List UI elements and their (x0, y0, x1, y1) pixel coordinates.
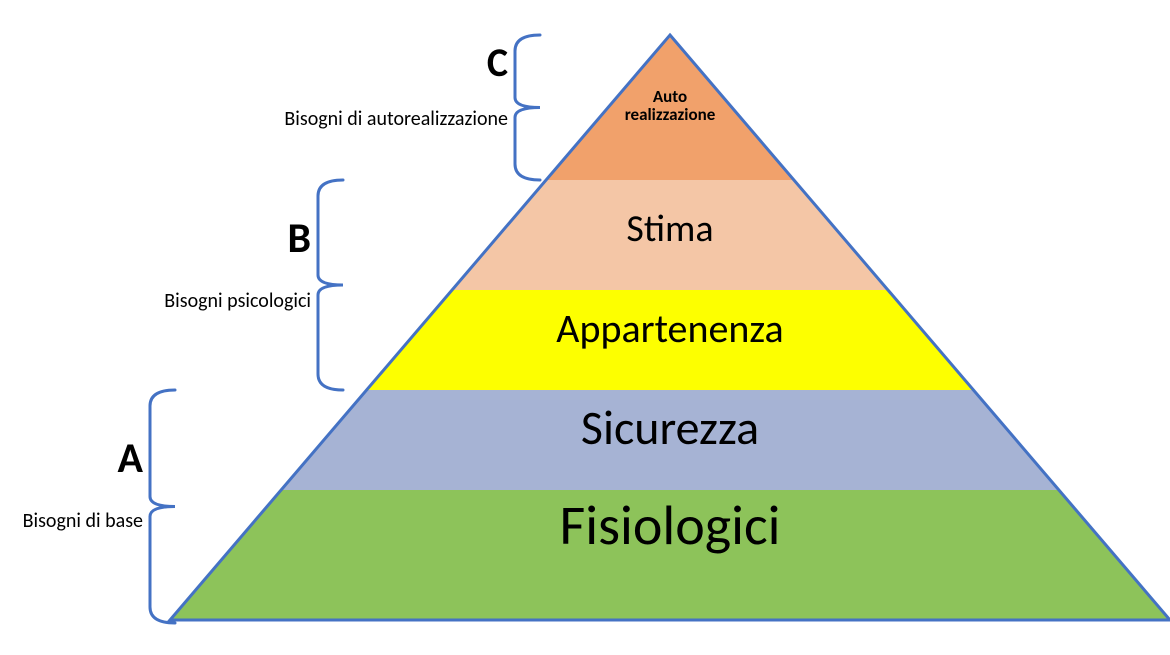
group-caption-B: Bisogni psicologici (164, 290, 311, 312)
group-letter-B: B (287, 218, 311, 260)
level-label-appartenenza: Appartenenza (556, 308, 783, 350)
level-label-sicurezza: Sicurezza (581, 403, 759, 453)
group-letter-C: C (487, 43, 508, 83)
group-caption-A: Bisogni di base (23, 510, 143, 532)
group-letter-A: A (118, 438, 143, 480)
level-label-line2: realizzazione (625, 106, 716, 124)
brace-B (318, 180, 343, 390)
group-caption-C: Bisogni di autorealizzazione (284, 108, 508, 130)
brace-C (515, 35, 540, 180)
brace-A (150, 390, 175, 623)
level-label-stima: Stima (626, 210, 713, 250)
diagram-stage: Fisiologici Sicurezza Appartenenza Stima Aut… (0, 0, 1170, 655)
level-label-auto: Autorealizzazione (625, 88, 716, 124)
level-label-fisiologici: Fisiologici (560, 497, 781, 556)
